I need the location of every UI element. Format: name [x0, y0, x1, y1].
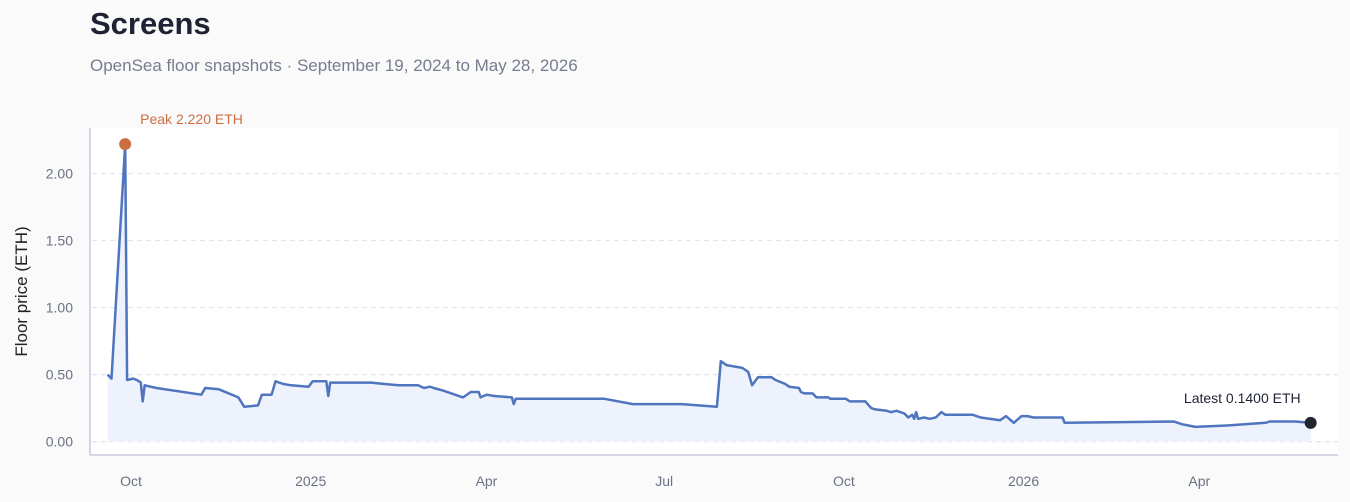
- y-tick-label: 0.00: [46, 434, 73, 450]
- latest-marker: [1304, 416, 1317, 429]
- y-tick-labels: 0.00 0.50 1.00 1.50 2.00: [46, 166, 73, 450]
- x-tick-labels: Oct 2025 Apr Jul Oct 2026 Apr: [120, 473, 1210, 489]
- y-tick-label: 0.50: [46, 367, 73, 383]
- x-tick-label: Apr: [1188, 473, 1210, 489]
- y-tick-label: 1.00: [46, 300, 73, 316]
- series-line: [106, 142, 1311, 429]
- x-tick-label: Oct: [833, 473, 855, 489]
- x-tick-label: 2025: [295, 473, 326, 489]
- x-tick-label: Apr: [476, 473, 498, 489]
- latest-annotation: Latest 0.1400 ETH: [1184, 390, 1301, 406]
- page-title: Screens: [90, 6, 211, 41]
- x-tick-label: Jul: [655, 473, 673, 489]
- x-tick-label: Oct: [120, 473, 142, 489]
- peak-marker: [119, 138, 132, 151]
- y-tick-label: 1.50: [46, 233, 73, 249]
- y-tick-label: 2.00: [46, 166, 73, 182]
- peak-annotation: Peak 2.220 ETH: [140, 111, 243, 127]
- series-area-fill: [107, 144, 1311, 442]
- y-axis-label: Floor price (ETH): [12, 226, 31, 356]
- x-tick-label: 2026: [1008, 473, 1039, 489]
- page-subtitle: OpenSea floor snapshots · September 19, …: [90, 56, 578, 75]
